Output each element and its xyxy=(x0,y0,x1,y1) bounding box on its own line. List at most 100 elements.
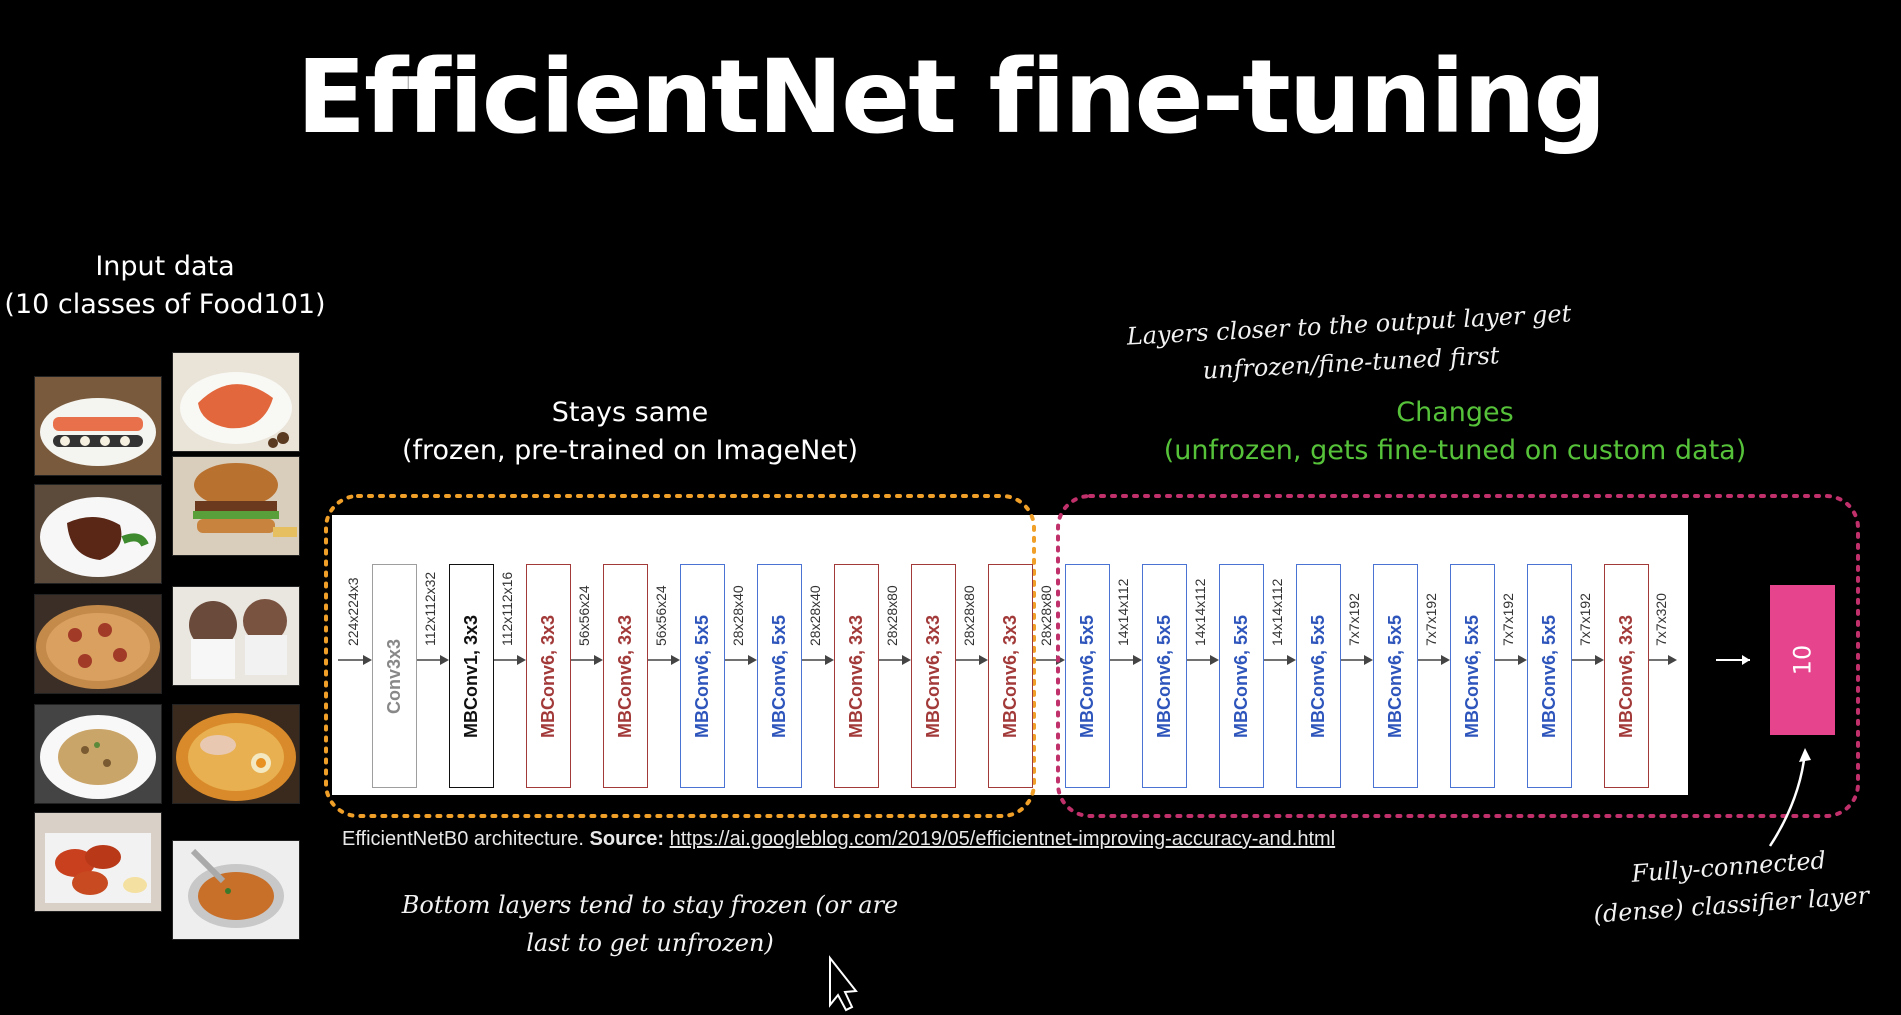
layer-block: MBConv6, 5x5 xyxy=(680,564,725,788)
layer-block: MBConv6, 5x5 xyxy=(1219,564,1264,788)
note-bottom-layers-line2: last to get unfrozen) xyxy=(526,929,774,957)
food-image-chicken-wings xyxy=(34,812,162,912)
layer-block-label: MBConv6, 3x3 xyxy=(923,614,944,738)
slide-title: EfficientNet fine-tuning xyxy=(296,38,1606,157)
dimension-label: 28x28x80 xyxy=(1038,585,1054,646)
source-link[interactable]: https://ai.googleblog.com/2019/05/effici… xyxy=(669,828,1336,850)
caption-source-label: Source: xyxy=(589,828,665,850)
layer-block-label: MBConv6, 5x5 xyxy=(1308,614,1329,738)
arrow-into-block-head xyxy=(363,655,372,665)
layer-block-label: MBConv6, 5x5 xyxy=(1462,614,1483,738)
dimension-label: 112x112x16 xyxy=(499,571,515,646)
mouse-cursor xyxy=(829,955,858,1012)
layer-block: MBConv6, 5x5 xyxy=(1142,564,1187,788)
layer-block-label: MBConv6, 5x5 xyxy=(1077,614,1098,738)
dimension-label: 28x28x40 xyxy=(730,585,746,646)
layer-block: Conv3x3 xyxy=(372,564,417,788)
arrow-into-block-head xyxy=(902,655,911,665)
layer-block: MBConv1, 3x3 xyxy=(449,564,494,788)
dimension-label: 14x14x112 xyxy=(1115,578,1131,646)
changes-title: Changes xyxy=(1396,397,1514,428)
dimension-label: 7x7x192 xyxy=(1500,593,1516,646)
arrow-into-block-head xyxy=(1364,655,1373,665)
arrow-into-block-head xyxy=(440,655,449,665)
layer-block-label: Conv3x3 xyxy=(384,638,405,714)
dimension-label: 14x14x112 xyxy=(1269,578,1285,646)
arrow-into-block-head xyxy=(1441,655,1450,665)
arrow-into-block-head xyxy=(671,655,680,665)
layer-block-label: MBConv6, 5x5 xyxy=(1385,614,1406,738)
caption-prefix: EfficientNetB0 architecture. xyxy=(342,828,584,850)
note-bottom-layers: Bottom layers tend to stay frozen (or ar… xyxy=(360,886,940,962)
layer-block: MBConv6, 3x3 xyxy=(834,564,879,788)
layer-block-label: MBConv6, 3x3 xyxy=(1616,614,1637,738)
dimension-label: 7x7x192 xyxy=(1577,593,1593,646)
layer-block-label: MBConv1, 3x3 xyxy=(461,614,482,738)
output-layer-box: 10 xyxy=(1770,585,1835,735)
dimension-label: 14x14x112 xyxy=(1192,578,1208,646)
arrow-into-block-head xyxy=(1518,655,1527,665)
layer-block-label: MBConv6, 3x3 xyxy=(538,614,559,738)
layer-block-label: MBConv6, 3x3 xyxy=(1000,614,1021,738)
food-image-salmon xyxy=(172,352,300,452)
arrow-into-block-head xyxy=(1133,655,1142,665)
arrow-into-block-head xyxy=(825,655,834,665)
dimension-label: 56x56x24 xyxy=(576,585,592,646)
layer-block: MBConv6, 5x5 xyxy=(757,564,802,788)
dimension-label: 7x7x192 xyxy=(1346,593,1362,646)
arrow-into-block-head xyxy=(979,655,988,665)
layer-block: MBConv6, 5x5 xyxy=(1450,564,1495,788)
dimension-label: 7x7x320 xyxy=(1653,593,1669,646)
layer-block: MBConv6, 3x3 xyxy=(1604,564,1649,788)
food-image-fried-rice xyxy=(34,704,162,804)
changes-heading: Changes (unfrozen, gets fine-tuned on cu… xyxy=(1100,394,1810,470)
layer-block: MBConv6, 5x5 xyxy=(1527,564,1572,788)
dimension-label: 224x224x3 xyxy=(345,577,361,646)
layer-block: MBConv6, 5x5 xyxy=(1065,564,1110,788)
frozen-title: Stays same xyxy=(551,397,709,428)
input-data-subtitle: (10 classes of Food101) xyxy=(4,289,326,320)
food-image-pizza xyxy=(34,594,162,694)
dimension-label: 56x56x24 xyxy=(653,585,669,646)
dimension-label: 28x28x80 xyxy=(884,585,900,646)
layer-block: MBConv6, 5x5 xyxy=(1373,564,1418,788)
note-bottom-layers-line1: Bottom layers tend to stay frozen (or ar… xyxy=(401,891,899,919)
changes-subtitle: (unfrozen, gets fine-tuned on custom dat… xyxy=(1163,435,1747,466)
food-image-sushi xyxy=(34,376,162,476)
fc-pointer-head xyxy=(1799,748,1811,762)
layer-block: MBConv6, 3x3 xyxy=(911,564,956,788)
dimension-label: 7x7x192 xyxy=(1423,593,1439,646)
layer-block-label: MBConv6, 5x5 xyxy=(1539,614,1560,738)
frozen-heading: Stays same (frozen, pre-trained on Image… xyxy=(380,394,880,470)
dimension-label: 28x28x80 xyxy=(961,585,977,646)
frozen-outline xyxy=(324,494,1036,818)
food-image-ice-cream xyxy=(172,586,300,686)
output-layer-label: 10 xyxy=(1788,644,1817,676)
layer-block: MBConv6, 3x3 xyxy=(526,564,571,788)
fc-pointer-line xyxy=(1768,751,1807,847)
layer-block-label: MBConv6, 3x3 xyxy=(615,614,636,738)
food-image-ramen xyxy=(172,704,300,804)
layer-block: MBConv6, 5x5 xyxy=(1296,564,1341,788)
arrow-into-block-head xyxy=(1287,655,1296,665)
layer-block: MBConv6, 3x3 xyxy=(988,564,1033,788)
arrow-into-block-head xyxy=(594,655,603,665)
source-caption: EfficientNetB0 architecture. Source: htt… xyxy=(342,828,1335,851)
layer-block-label: MBConv6, 3x3 xyxy=(846,614,867,738)
arrow-out-last-block-head xyxy=(1668,655,1677,665)
input-data-title: Input data xyxy=(95,251,235,282)
layer-block-label: MBConv6, 5x5 xyxy=(692,614,713,738)
frozen-subtitle: (frozen, pre-trained on ImageNet) xyxy=(401,435,858,466)
layer-block-label: MBConv6, 5x5 xyxy=(1231,614,1252,738)
changes-outline xyxy=(1056,494,1860,818)
food-image-steak xyxy=(34,484,162,584)
input-data-heading: Input data (10 classes of Food101) xyxy=(0,248,330,324)
arrow-into-block-head xyxy=(1595,655,1604,665)
arrow-into-block-head xyxy=(517,655,526,665)
output-arrow-head xyxy=(1742,655,1750,665)
arrow-into-block-head xyxy=(748,655,757,665)
layer-block-label: MBConv6, 5x5 xyxy=(769,614,790,738)
dimension-label: 112x112x32 xyxy=(422,571,438,646)
food-image-burger xyxy=(172,456,300,556)
